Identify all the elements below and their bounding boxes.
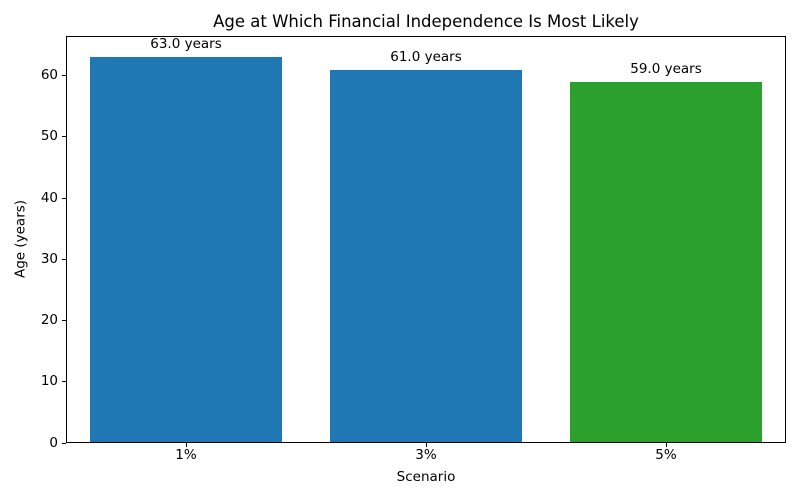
y-tick-mark [62, 258, 66, 260]
y-tick-mark [62, 442, 66, 444]
x-tick-mark [425, 443, 427, 447]
bar-3% [330, 69, 522, 442]
x-tick-label: 5% [655, 447, 677, 463]
y-tick-mark [62, 320, 66, 322]
y-tick-label: 50 [40, 128, 58, 145]
x-axis-label: Scenario [396, 469, 456, 485]
chart-title: Age at Which Financial Independence Is M… [213, 12, 639, 31]
x-tick-mark [185, 443, 187, 447]
y-tick-label: 10 [40, 373, 58, 390]
y-tick-mark [62, 75, 66, 77]
y-tick-label: 40 [40, 189, 58, 206]
bar-value-label: 61.0 years [390, 48, 462, 65]
y-tick-mark [62, 136, 66, 138]
y-tick-label: 20 [40, 312, 58, 329]
y-tick-label: 60 [40, 67, 58, 84]
y-tick-label: 0 [49, 434, 58, 451]
bar-1% [90, 57, 282, 442]
y-tick-label: 30 [40, 250, 58, 267]
x-tick-mark [665, 443, 667, 447]
x-tick-label: 3% [415, 447, 437, 463]
y-tick-mark [62, 381, 66, 383]
y-tick-mark [62, 197, 66, 199]
x-tick-label: 1% [175, 447, 197, 463]
bar-value-label: 59.0 years [630, 60, 702, 77]
bar-value-label: 63.0 years [150, 36, 222, 53]
bar-5% [570, 81, 762, 442]
